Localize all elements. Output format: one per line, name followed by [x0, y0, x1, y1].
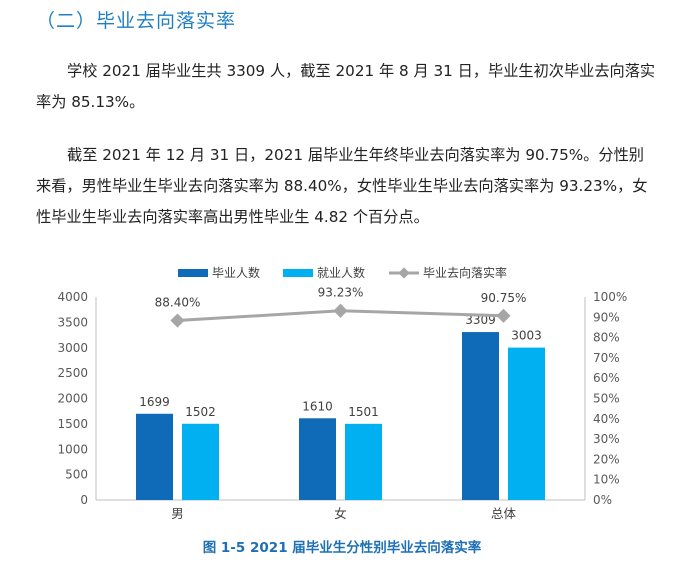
figure-caption: 图 1-5 2021 届毕业生分性别毕业去向落实率: [202, 540, 482, 556]
employment-rate-chart: 0 500 1000 1500 2000 2500 3000 3500 4000 0% 10% 20%…: [57, 265, 627, 521]
rate-point: [170, 313, 185, 328]
legend-label-employed: 就业人数: [317, 265, 365, 280]
left-tick-label: 500: [65, 468, 88, 482]
bar-value-label: 3003: [511, 329, 542, 343]
left-tick-label: 2500: [57, 366, 88, 380]
legend-swatch-employed: [283, 269, 313, 277]
right-tick-label: 10%: [593, 473, 620, 487]
legend-swatch-graduates: [178, 269, 208, 277]
rate-value-label: 93.23%: [318, 286, 364, 300]
bar-graduates: [462, 332, 499, 500]
left-tick-label: 1000: [57, 442, 88, 456]
legend-swatch-rate-marker: [398, 267, 410, 279]
left-tick-label: 3500: [57, 315, 88, 329]
right-tick-label: 90%: [593, 310, 620, 324]
bar-employed: [182, 423, 219, 500]
right-tick-label: 60%: [593, 371, 620, 385]
bar-graduates: [136, 413, 173, 500]
bar-employed: [345, 423, 382, 500]
right-tick-label: 100%: [593, 290, 627, 304]
right-tick-label: 50%: [593, 392, 620, 406]
left-tick-label: 3000: [57, 341, 88, 355]
right-tick-label: 70%: [593, 351, 620, 365]
paragraph-initial-rate: 学校 2021 届毕业生共 3309 人，截至 2021 年 8 月 31 日，…: [36, 62, 656, 111]
left-tick-label: 1500: [57, 417, 88, 431]
bar-value-label: 1699: [139, 395, 170, 409]
right-tick-label: 0%: [593, 493, 612, 507]
left-tick-label: 0: [80, 493, 88, 507]
bar-graduates: [299, 418, 336, 500]
legend-label-graduates: 毕业人数: [212, 265, 260, 280]
bar-value-label: 1610: [302, 399, 333, 413]
section-heading: （二）毕业去向落实率: [36, 10, 237, 32]
bar-value-label: 1502: [185, 405, 216, 419]
paragraph-year-end-rate: 截至 2021 年 12 月 31 日，2021 届毕业生年终毕业去向落实率为 …: [36, 146, 648, 226]
rate-value-label: 88.40%: [155, 296, 201, 310]
right-tick-label: 30%: [593, 432, 620, 446]
left-tick-label: 4000: [57, 290, 88, 304]
rate-value-label: 90.75%: [481, 291, 527, 305]
category-label: 女: [334, 506, 347, 521]
right-tick-label: 80%: [593, 331, 620, 345]
legend-label-rate: 毕业去向落实率: [423, 265, 507, 280]
rate-point: [333, 303, 348, 318]
bar-value-label: 1501: [348, 405, 379, 419]
left-tick-label: 2000: [57, 392, 88, 406]
rate-point: [496, 308, 511, 323]
bar-employed: [508, 347, 545, 500]
right-tick-label: 40%: [593, 412, 620, 426]
right-tick-label: 20%: [593, 452, 620, 466]
category-label: 总体: [491, 506, 517, 521]
category-label: 男: [171, 506, 184, 521]
